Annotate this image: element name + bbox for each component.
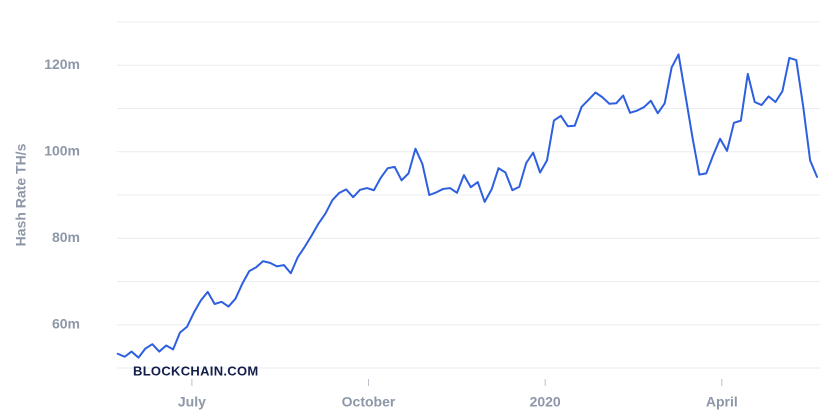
y-tick-label: 60m bbox=[52, 315, 80, 331]
y-tick-label: 120m bbox=[44, 56, 80, 72]
data-line bbox=[116, 53, 819, 359]
y-tick-label: 80m bbox=[52, 229, 80, 245]
x-tick-label: April bbox=[706, 394, 738, 410]
y-axis-title: Hash Rate TH/s bbox=[13, 143, 29, 246]
x-tick-label: October bbox=[342, 394, 396, 410]
x-tick-label: July bbox=[178, 394, 206, 410]
watermark: BLOCKCHAIN.COM bbox=[133, 363, 259, 378]
y-tick-label: 100m bbox=[44, 142, 80, 158]
x-tick-label: 2020 bbox=[530, 394, 561, 410]
